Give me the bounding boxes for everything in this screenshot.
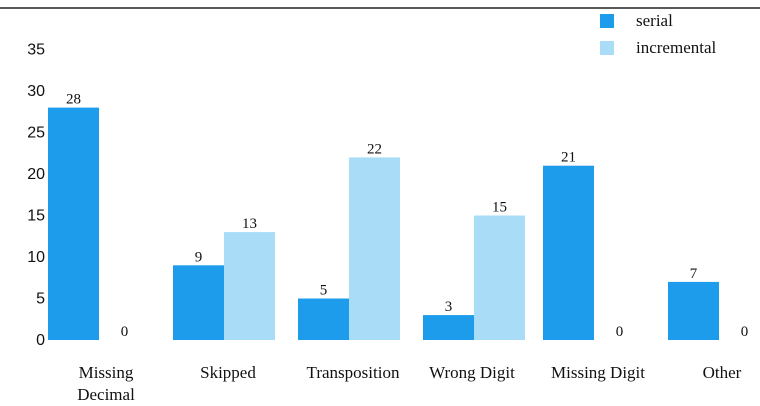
x-category-label: Transposition [307,363,400,382]
bar-value-label: 5 [320,283,328,299]
y-tick-label: 0 [36,332,45,349]
bar-serial [48,107,99,340]
y-tick-label: 20 [27,166,45,183]
x-category-label: Missing Digit [551,363,645,382]
y-tick-label: 15 [27,208,45,225]
bar-incremental [349,157,400,340]
bar-value-label: 7 [690,266,698,282]
bar-value-label: 22 [367,141,382,157]
bar-value-label: 0 [121,324,129,340]
legend-swatch-incremental [600,41,614,55]
legend-swatch-serial [600,14,614,28]
bar-value-label: 9 [195,249,203,265]
bar-value-label: 15 [492,200,507,216]
bar-value-label: 13 [242,216,257,232]
bar-value-label: 0 [741,324,749,340]
bar-serial [543,165,594,340]
bar-value-label: 0 [616,324,624,340]
legend-label-serial: serial [636,11,673,30]
bar-serial [423,315,474,340]
y-tick-label: 30 [27,83,45,100]
bar-serial [173,265,224,340]
x-category-label: Missing Decimal [77,363,135,404]
bar-value-label: 28 [66,92,81,108]
y-tick-label: 35 [27,42,45,59]
bar-value-label: 21 [561,150,576,166]
x-category-label: Wrong Digit [429,363,515,382]
bar-incremental [224,232,275,340]
x-category-label: Skipped [200,363,256,382]
y-tick-label: 10 [27,249,45,266]
y-tick-label: 25 [27,125,45,142]
bar-serial [298,298,349,340]
x-category-label: Other [703,363,742,382]
bar-value-label: 3 [445,299,453,315]
y-tick-label: 5 [36,291,45,308]
bar-serial [668,281,719,340]
bar-incremental [474,215,525,340]
legend-label-incremental: incremental [636,38,717,57]
